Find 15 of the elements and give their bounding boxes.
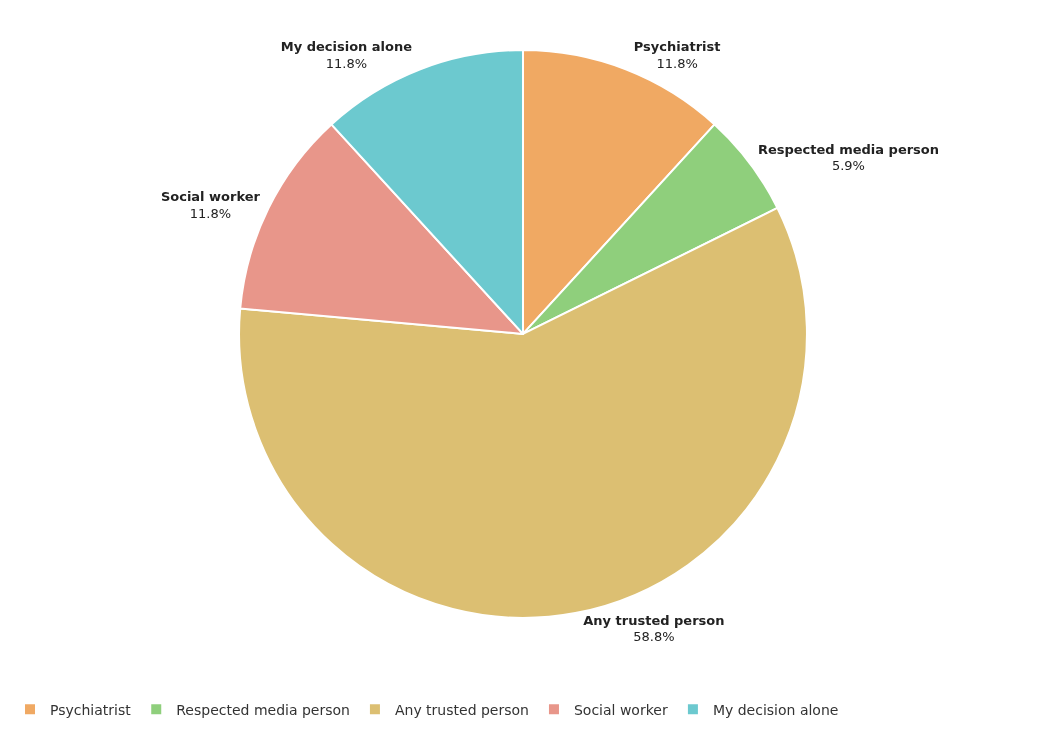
data-label: 11.8% xyxy=(656,56,698,72)
data-label: 58.8% xyxy=(633,629,675,645)
data-label: 11.8% xyxy=(189,205,232,221)
data-label: 11.8% xyxy=(325,56,368,72)
slice-label: My decision alone xyxy=(280,39,413,55)
legend-label: Social worker xyxy=(573,701,668,718)
slice-label: Respected media person xyxy=(757,141,940,157)
slice-label: Any trusted person xyxy=(583,612,725,628)
legend-label: Respected media person xyxy=(176,701,350,718)
data-label: 5.9% xyxy=(831,158,865,174)
slice-label: Psychiatrist xyxy=(633,39,721,55)
slice-label: Social worker xyxy=(160,188,261,204)
legend-label: Psychiatrist xyxy=(50,701,132,718)
legend-label: My decision alone xyxy=(712,701,839,718)
legend-label: Any trusted person xyxy=(394,701,529,718)
